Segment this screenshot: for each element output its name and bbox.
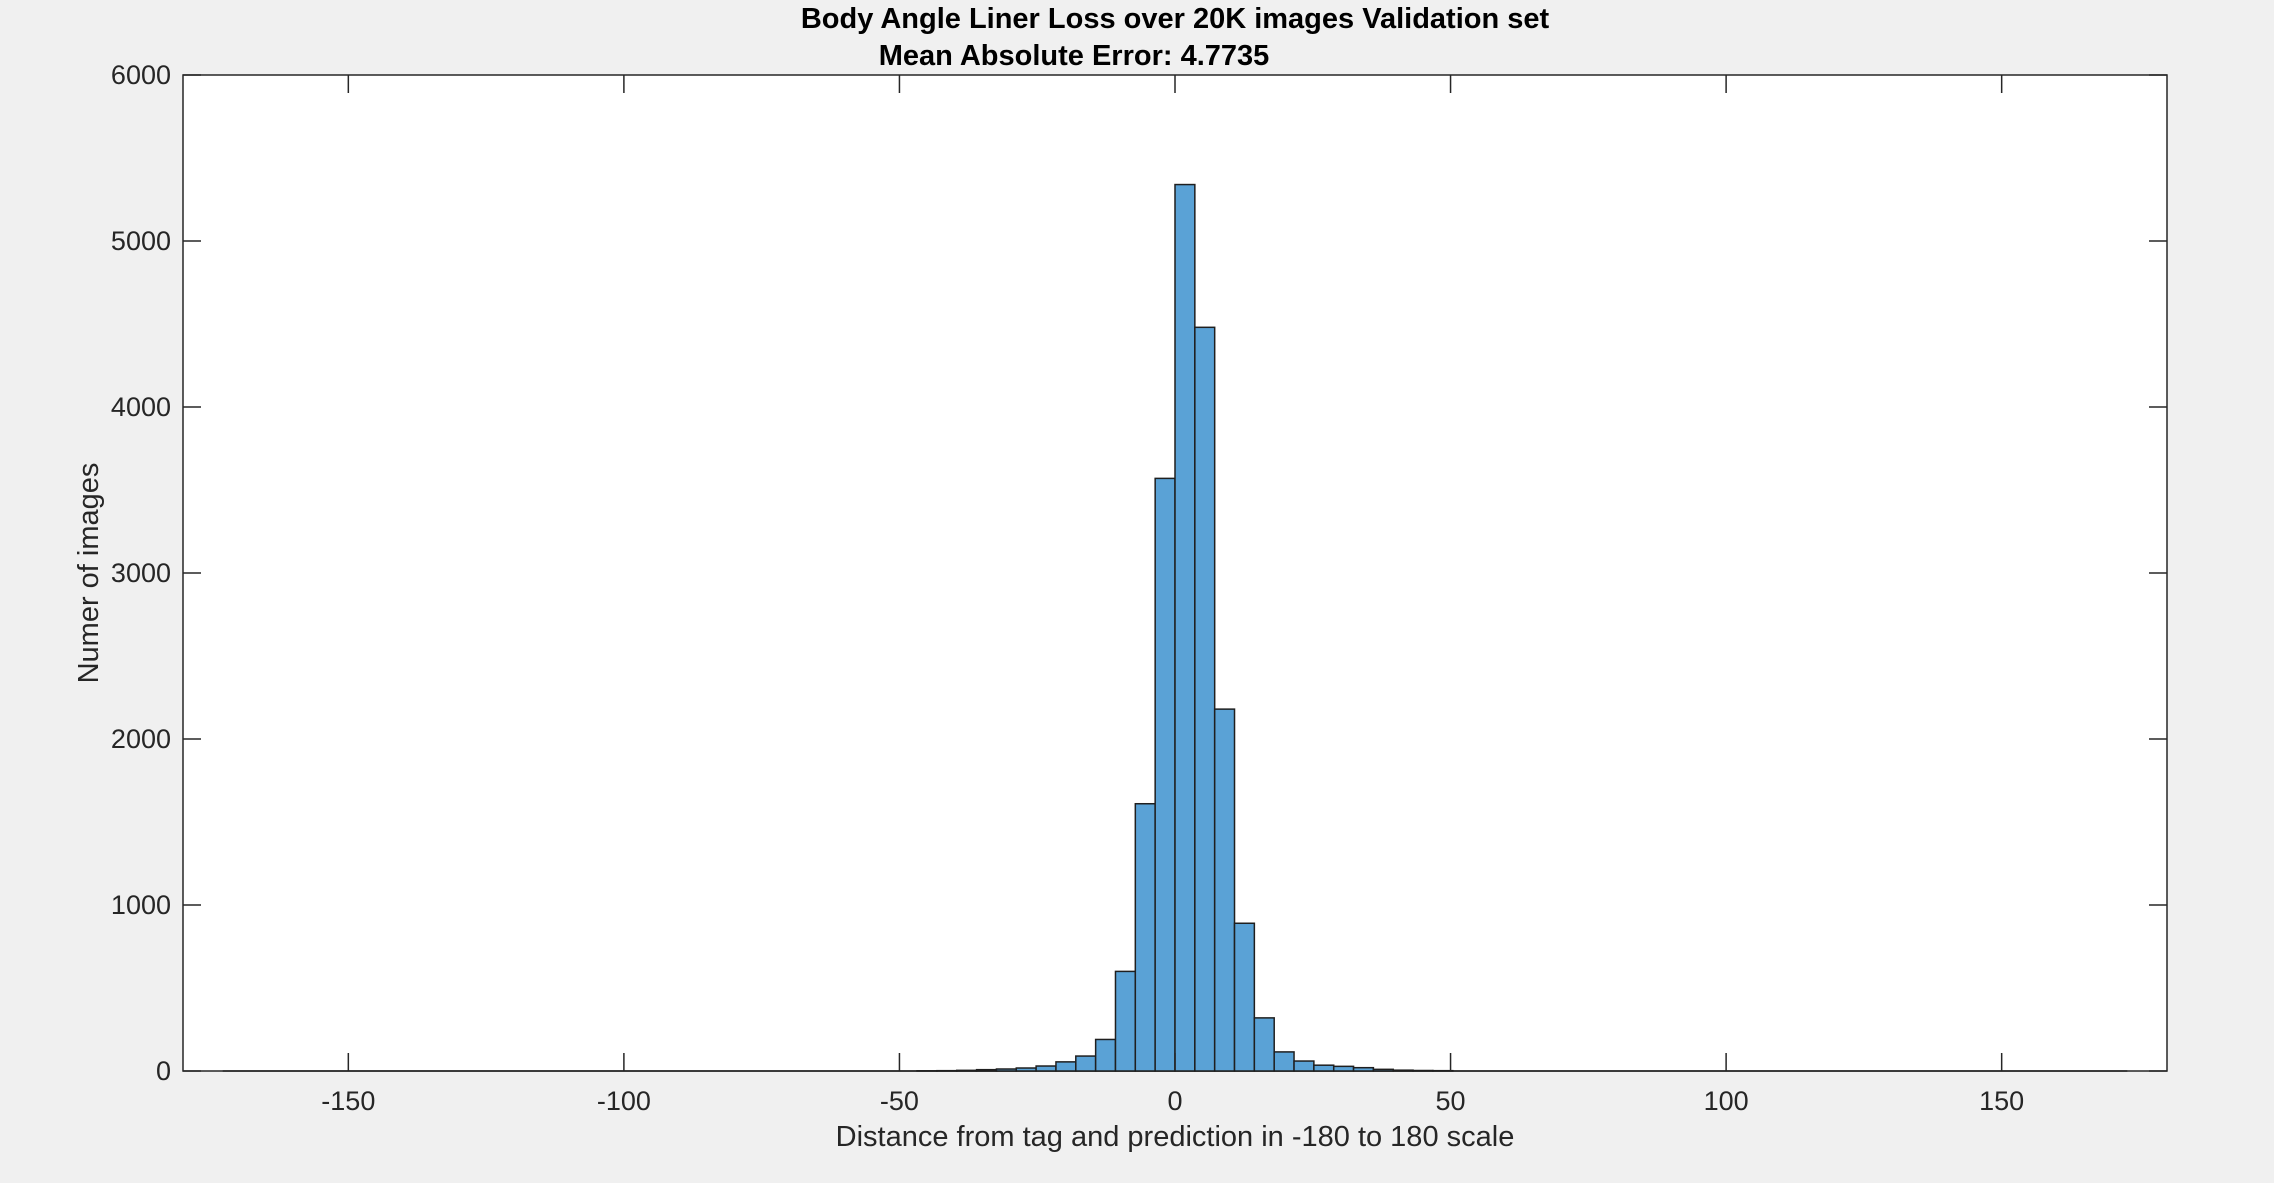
histogram-bar: [996, 1069, 1016, 1071]
y-axis-label: Numer of images: [73, 463, 105, 684]
x-tick-label: 150: [1979, 1086, 2024, 1116]
histogram-bar: [1016, 1068, 1036, 1071]
histogram-bar: [1076, 1056, 1096, 1071]
y-tick-label: 4000: [111, 392, 171, 422]
histogram-bar: [977, 1070, 997, 1071]
histogram-bar: [1036, 1066, 1056, 1071]
histogram-bar: [1393, 1070, 1413, 1071]
x-tick-label: 0: [1167, 1086, 1182, 1116]
x-tick-label: -100: [597, 1086, 651, 1116]
histogram-bar: [1254, 1018, 1274, 1071]
histogram-bar: [1155, 478, 1175, 1071]
histogram-bar: [957, 1070, 977, 1071]
y-tick-label: 2000: [111, 724, 171, 754]
histogram-bar: [1056, 1062, 1076, 1071]
histogram-bar: [1135, 804, 1155, 1071]
histogram-bar: [1314, 1065, 1334, 1071]
histogram-bar: [1096, 1039, 1116, 1071]
x-tick-label: -150: [321, 1086, 375, 1116]
histogram-bar: [1215, 709, 1235, 1071]
histogram-bar: [1175, 185, 1195, 1071]
y-tick-label: 3000: [111, 558, 171, 588]
x-axis-label: Distance from tag and prediction in -180…: [836, 1121, 1515, 1153]
histogram-bar: [1274, 1052, 1294, 1071]
chart-subtitle: Mean Absolute Error: 4.7735: [879, 40, 1270, 72]
histogram-bar: [1115, 971, 1135, 1071]
y-tick-label: 5000: [111, 226, 171, 256]
histogram-bar: [1354, 1068, 1374, 1071]
histogram-bar: [1195, 327, 1215, 1071]
chart-title: Body Angle Liner Loss over 20K images Va…: [801, 3, 1550, 35]
y-tick-label: 1000: [111, 890, 171, 920]
histogram-bar: [1294, 1061, 1314, 1071]
x-tick-label: 50: [1436, 1086, 1466, 1116]
histogram-bar: [1373, 1069, 1393, 1071]
x-tick-label: 100: [1704, 1086, 1749, 1116]
histogram-bar: [1235, 923, 1255, 1071]
y-tick-label: 0: [156, 1056, 171, 1086]
histogram-bar: [1334, 1066, 1354, 1071]
y-tick-label: 6000: [111, 60, 171, 90]
x-tick-label: -50: [880, 1086, 919, 1116]
